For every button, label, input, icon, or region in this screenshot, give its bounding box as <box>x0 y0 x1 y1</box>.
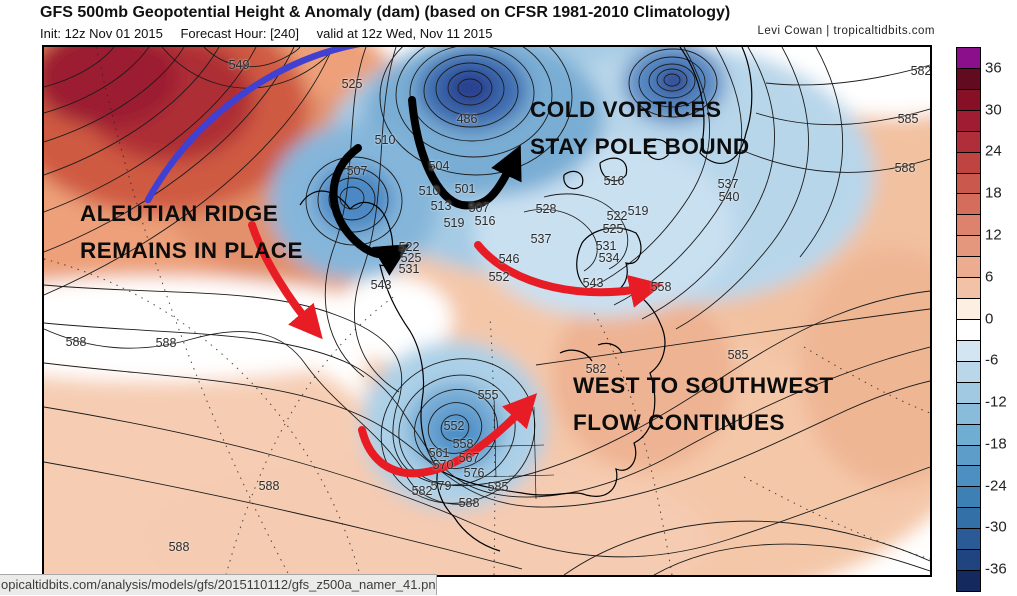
colorbar-cell <box>957 571 980 591</box>
colorbar-cell <box>957 194 980 216</box>
anomaly-shading <box>44 47 930 575</box>
status-url-text: opicaltidbits.com/analysis/models/gfs/20… <box>1 577 437 592</box>
colorbar-tick: 12 <box>985 226 1002 244</box>
colorbar-tick: -18 <box>985 435 1007 453</box>
colorbar-cell <box>957 508 980 530</box>
colorbar-cell <box>957 382 980 404</box>
colorbar-cell <box>957 236 980 258</box>
colorbar-tick: 0 <box>985 310 994 327</box>
annotation-cold-vortices: COLD VORTICES STAY POLE BOUND <box>530 91 750 165</box>
valid-time: valid at 12z Wed, Nov 11 2015 <box>316 26 493 41</box>
colorbar-cell <box>957 319 980 341</box>
colorbar-tick: 18 <box>985 184 1002 202</box>
colorbar-cell <box>957 215 980 237</box>
map-canvas: 549 525 510 507 486 504 510 501 513 507 519 516 522 5… <box>42 45 932 577</box>
annotation-line: REMAINS IN PLACE <box>80 238 304 263</box>
colorbar-tick: -24 <box>985 477 1007 495</box>
colorbar-tick: 36 <box>985 59 1002 77</box>
aleutian-ridge-line <box>144 47 361 204</box>
colorbar-tick: -30 <box>985 518 1007 536</box>
colorbar-cell <box>957 361 980 383</box>
map-art <box>44 47 930 575</box>
annotation-line: WEST TO SOUTHWEST <box>573 373 834 398</box>
colorbar-cell <box>957 466 980 488</box>
annotation-line: FLOW CONTINUES <box>573 410 785 435</box>
flow-arrow-central <box>474 241 664 308</box>
annotation-line: COLD VORTICES <box>530 97 722 122</box>
status-bar: opicaltidbits.com/analysis/models/gfs/20… <box>0 574 437 595</box>
colorbar-cell <box>957 299 980 320</box>
colorbar-tick: -6 <box>985 351 999 369</box>
colorbar <box>956 47 981 592</box>
colorbar-tick: -12 <box>985 393 1007 411</box>
colorbar-cell <box>957 424 980 446</box>
colorbar-tick: 30 <box>985 101 1002 119</box>
colorbar-cell <box>957 278 980 300</box>
vortex-arrow-right <box>408 96 522 210</box>
colorbar-tick: -36 <box>985 560 1007 578</box>
colorbar-cell <box>957 48 980 69</box>
run-info-line: Init: 12z Nov 01 2015 Forecast Hour: [24… <box>40 26 506 41</box>
colorbar-cell <box>957 487 980 509</box>
forecast-hour: Forecast Hour: [240] <box>180 26 299 41</box>
colorbar-cell <box>957 152 980 174</box>
colorbar-cell <box>957 131 980 153</box>
annotation-arrows <box>144 47 664 478</box>
annotation-southwest-flow: WEST TO SOUTHWEST FLOW CONTINUES <box>573 367 834 441</box>
colorbar-cell <box>957 89 980 111</box>
colorbar-cell <box>957 550 980 572</box>
flow-arrow-northwest <box>248 221 323 340</box>
colorbar-tick: 6 <box>985 268 994 286</box>
annotation-line: ALEUTIAN RIDGE <box>80 201 279 226</box>
init-time: Init: 12z Nov 01 2015 <box>40 26 163 41</box>
colorbar-cell <box>957 403 980 425</box>
colorbar-tick: 24 <box>985 142 1002 160</box>
colorbar-cell <box>957 529 980 551</box>
colorbar-cell <box>957 445 980 467</box>
annotation-aleutian-ridge: ALEUTIAN RIDGE REMAINS IN PLACE <box>80 195 303 269</box>
colorbar-cell <box>957 173 980 195</box>
colorbar-cell <box>957 110 980 132</box>
colorbar-cell <box>957 340 980 362</box>
vortex-arrow-left <box>329 144 410 276</box>
colorbar-labels: 36 30 24 18 12 6 0 -6 -12 -18 -24 -30 -36 <box>985 47 1017 590</box>
page-title: GFS 500mb Geopotential Height & Anomaly … <box>40 4 731 21</box>
credit-text: Levi Cowan | tropicaltidbits.com <box>757 25 935 37</box>
colorbar-cell <box>957 68 980 90</box>
annotation-line: STAY POLE BOUND <box>530 134 750 159</box>
flow-arrow-south <box>358 393 538 478</box>
colorbar-cell <box>957 257 980 279</box>
